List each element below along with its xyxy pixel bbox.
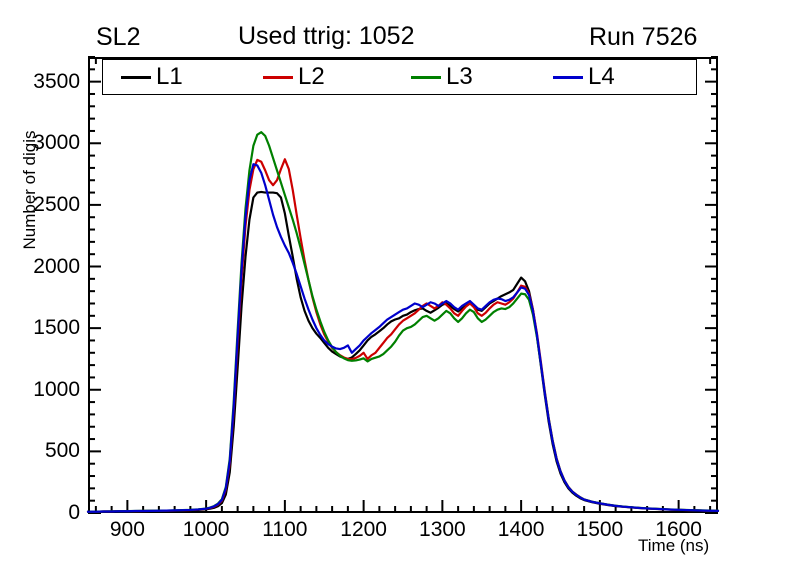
- y-tick-label: 1500: [33, 316, 80, 340]
- series-line-l2: [86, 158, 720, 513]
- legend-swatch-l2: [263, 75, 293, 79]
- run-label: Run 7526: [589, 23, 698, 51]
- data-curves: [86, 131, 720, 513]
- y-tick-label: 3500: [33, 69, 80, 93]
- legend-swatch-l3: [411, 75, 441, 79]
- legend-swatch-l4: [553, 75, 583, 79]
- x-tick-label: 1200: [340, 518, 387, 541]
- plot-frame: [88, 57, 718, 513]
- y-tick-label: 2000: [33, 254, 80, 278]
- y-tick-label: 500: [44, 439, 80, 463]
- x-tick-label: 1400: [497, 518, 545, 541]
- axis-ticks: [88, 56, 718, 514]
- legend-label: L1: [156, 63, 183, 90]
- x-tick-label: 1600: [655, 518, 702, 541]
- x-tick-label: 1500: [576, 518, 624, 541]
- legend-swatch-l1: [121, 75, 151, 79]
- legend-entry-l3[interactable]: L3: [411, 64, 473, 90]
- y-tick-label: 0: [68, 501, 80, 524]
- x-tick-label: 900: [109, 518, 145, 541]
- legend-entry-l1[interactable]: L1: [121, 64, 183, 90]
- x-tick-label: 1300: [419, 518, 466, 541]
- y-tick-label: 3000: [33, 131, 80, 155]
- x-tick-label: 1000: [182, 518, 230, 541]
- chart-title: Used ttrig: 1052: [238, 22, 415, 50]
- legend-entry-l4[interactable]: L4: [553, 64, 615, 90]
- legend-label: L3: [446, 63, 473, 90]
- legend-label: L2: [298, 63, 325, 90]
- legend-entry-l2[interactable]: L2: [263, 64, 325, 90]
- legend-label: L4: [588, 63, 615, 90]
- legend: L1 L2 L3 L4: [102, 59, 697, 95]
- superlayer-label: SL2: [96, 23, 141, 51]
- series-line-l1: [86, 190, 720, 513]
- x-tick-label: 1100: [262, 518, 308, 541]
- x-axis-title: Time (ns): [638, 536, 710, 555]
- series-line-l4: [86, 163, 720, 513]
- y-tick-label: 2500: [33, 192, 80, 216]
- y-tick-label: 1000: [33, 377, 80, 401]
